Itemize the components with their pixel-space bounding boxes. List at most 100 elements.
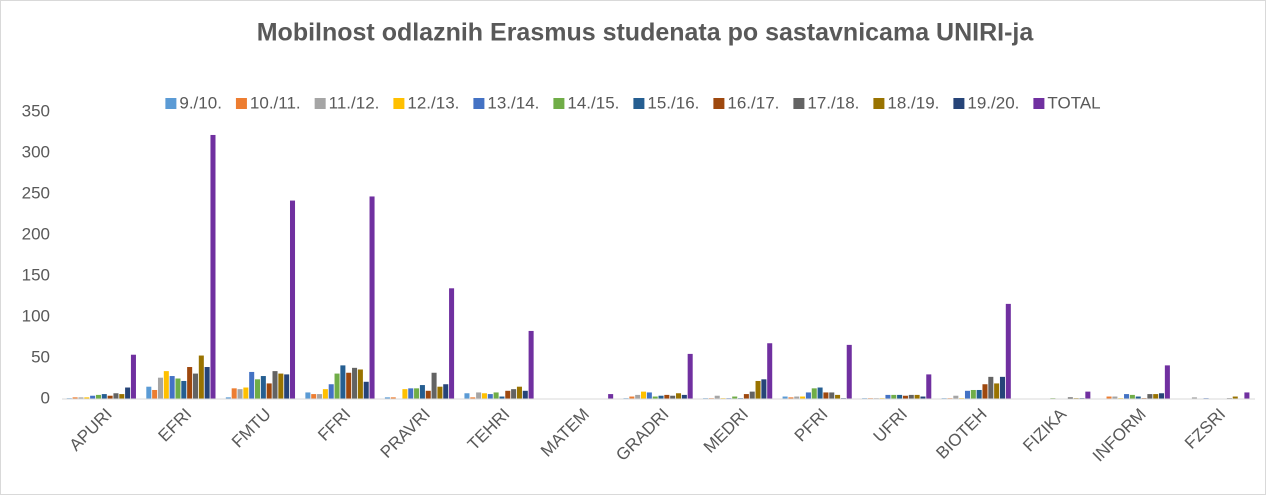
- y-tick-label: 350: [22, 101, 50, 120]
- bar: [487, 394, 493, 399]
- bar: [1085, 391, 1091, 399]
- legend-swatch: [553, 98, 565, 109]
- bar: [249, 371, 255, 399]
- bar: [608, 394, 614, 399]
- bar: [107, 395, 113, 399]
- bar: [346, 372, 352, 399]
- legend-label: 12./13.: [407, 93, 459, 112]
- bar: [384, 397, 390, 399]
- y-tick-label: 0: [41, 388, 50, 407]
- bar: [908, 394, 914, 399]
- bar: [846, 344, 852, 399]
- bar: [181, 380, 187, 399]
- legend-swatch: [235, 98, 247, 109]
- bar: [800, 396, 806, 399]
- bar: [278, 373, 284, 399]
- bar: [443, 384, 449, 399]
- bar: [402, 389, 408, 399]
- bar: [920, 396, 926, 399]
- legend-label: 11./12.: [329, 93, 380, 112]
- bar: [794, 396, 800, 399]
- bar: [891, 394, 897, 399]
- bar: [1129, 394, 1135, 399]
- bar: [999, 376, 1005, 399]
- bar: [817, 387, 823, 399]
- bar: [1135, 396, 1141, 399]
- chart-title: Mobilnost odlaznih Erasmus studenata po …: [257, 19, 1035, 47]
- bar: [782, 396, 788, 399]
- bar: [761, 379, 767, 399]
- bar: [885, 394, 891, 399]
- bar: [1159, 393, 1165, 399]
- bar: [823, 392, 829, 399]
- bar: [528, 330, 534, 399]
- bar: [464, 393, 470, 399]
- bar: [119, 394, 125, 399]
- bar: [749, 391, 755, 399]
- bar: [988, 376, 994, 399]
- y-tick-label: 50: [31, 347, 50, 366]
- y-tick-label: 200: [22, 224, 50, 243]
- bar: [994, 383, 1000, 399]
- bar: [289, 200, 296, 399]
- bar: [210, 134, 216, 399]
- bar: [476, 392, 482, 399]
- bar: [334, 373, 340, 399]
- legend-swatch: [953, 98, 965, 109]
- legend-label: 9./10.: [179, 93, 222, 112]
- bar: [449, 288, 455, 399]
- legend-label: 18./19.: [887, 93, 939, 112]
- legend-label: 17./18.: [807, 93, 859, 112]
- bar: [169, 376, 175, 399]
- bar: [431, 372, 437, 399]
- bar: [953, 395, 959, 399]
- bar: [125, 387, 131, 399]
- bar: [964, 390, 971, 399]
- bar: [157, 377, 164, 399]
- bar: [78, 397, 84, 399]
- bar: [187, 367, 193, 399]
- bar: [511, 389, 517, 399]
- bar: [829, 392, 835, 399]
- bar: [1244, 392, 1250, 399]
- legend-label: TOTAL: [1047, 93, 1100, 112]
- bar: [408, 388, 414, 399]
- bar: [811, 388, 817, 399]
- bar: [755, 380, 761, 399]
- bar: [340, 365, 346, 399]
- bar: [646, 392, 652, 399]
- legend-label: 16./17.: [727, 93, 779, 112]
- bar: [90, 395, 96, 399]
- bar: [328, 384, 334, 399]
- bar: [237, 389, 243, 399]
- bar: [970, 389, 976, 399]
- bar: [130, 354, 136, 399]
- bar: [732, 396, 738, 399]
- bar: [505, 390, 511, 399]
- bar: [369, 196, 375, 399]
- bar: [516, 386, 522, 399]
- bar: [1164, 365, 1170, 399]
- bar: [363, 381, 369, 399]
- bar: [767, 343, 773, 399]
- bar: [1124, 394, 1130, 399]
- legend-swatch: [473, 98, 485, 109]
- legend-swatch: [793, 98, 805, 109]
- y-tick-label: 250: [22, 183, 50, 202]
- bar: [390, 397, 396, 399]
- bar: [146, 386, 152, 399]
- bar: [425, 390, 431, 399]
- bar: [419, 385, 425, 399]
- bar: [914, 394, 920, 399]
- bar: [681, 394, 687, 399]
- bar: [982, 384, 988, 399]
- bar: [675, 393, 682, 399]
- bar: [225, 397, 231, 399]
- bar: [788, 397, 794, 399]
- legend-swatch: [873, 98, 885, 109]
- bar: [664, 394, 670, 399]
- y-tick-label: 100: [22, 306, 50, 325]
- legend-swatch: [633, 98, 645, 109]
- bar: [481, 393, 487, 399]
- bar: [926, 374, 932, 399]
